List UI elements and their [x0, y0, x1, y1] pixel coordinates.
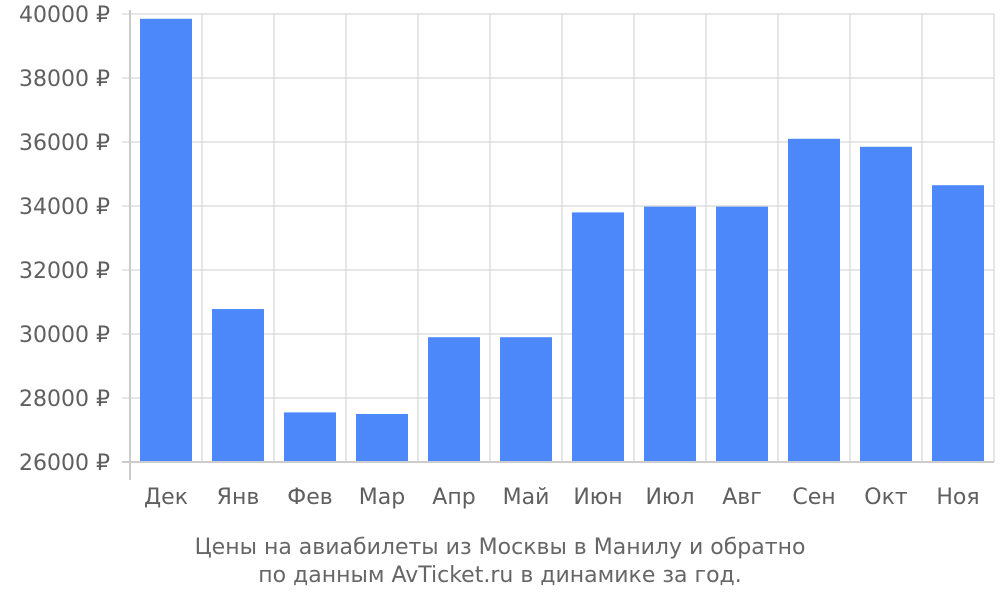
axes — [122, 10, 994, 480]
x-tick-label: Ноя — [936, 485, 979, 510]
x-tick-label: Май — [503, 485, 550, 510]
x-tick-label: Янв — [217, 485, 260, 510]
bar-Окт — [860, 146, 912, 463]
x-tick-label: Апр — [432, 485, 475, 510]
bar-Сен — [788, 138, 840, 463]
bar-Фев — [284, 412, 336, 462]
x-tick-label: Фев — [287, 485, 332, 510]
bar-Мар — [356, 414, 408, 462]
x-tick-label: Мар — [359, 485, 405, 510]
x-tick-label: Дек — [144, 485, 188, 510]
chart-caption-line-1: Цены на авиабилеты из Москвы в Манилу и … — [194, 535, 806, 560]
bar-Май — [500, 337, 552, 462]
bar-Июл — [644, 206, 696, 462]
x-tick-labels: Дек Янв Фев Мар Апр Май Июн Июл Авг Сен Окт Ноя — [144, 485, 980, 510]
bar-Янв — [212, 309, 264, 462]
y-tick-labels: 26000 ₽ 28000 ₽ 30000 ₽ 32000 ₽ 34000 ₽ 36000… — [19, 3, 110, 476]
x-tick-label: Сен — [792, 485, 835, 510]
bars — [140, 18, 984, 463]
y-tick-label: 36000 ₽ — [19, 131, 110, 156]
bar-Авг — [716, 206, 768, 462]
y-tick-label: 26000 ₽ — [19, 451, 110, 476]
x-tick-label: Окт — [864, 485, 908, 510]
bar-Апр — [428, 337, 480, 462]
bar-Июн — [572, 212, 624, 462]
bar-Дек — [140, 18, 192, 463]
chart-caption-line-2: по данным AvTicket.ru в динамике за год. — [258, 563, 742, 588]
y-tick-label: 32000 ₽ — [19, 259, 110, 284]
y-tick-label: 38000 ₽ — [19, 67, 110, 92]
x-tick-label: Июл — [645, 485, 694, 510]
x-tick-label: Авг — [722, 485, 762, 510]
y-tick-label: 30000 ₽ — [19, 323, 110, 348]
bar-Ноя — [932, 185, 984, 462]
y-tick-label: 40000 ₽ — [19, 3, 110, 28]
y-tick-label: 28000 ₽ — [19, 387, 110, 412]
grid-lines — [122, 13, 995, 480]
x-tick-label: Июн — [573, 485, 622, 510]
y-tick-label: 34000 ₽ — [19, 195, 110, 220]
